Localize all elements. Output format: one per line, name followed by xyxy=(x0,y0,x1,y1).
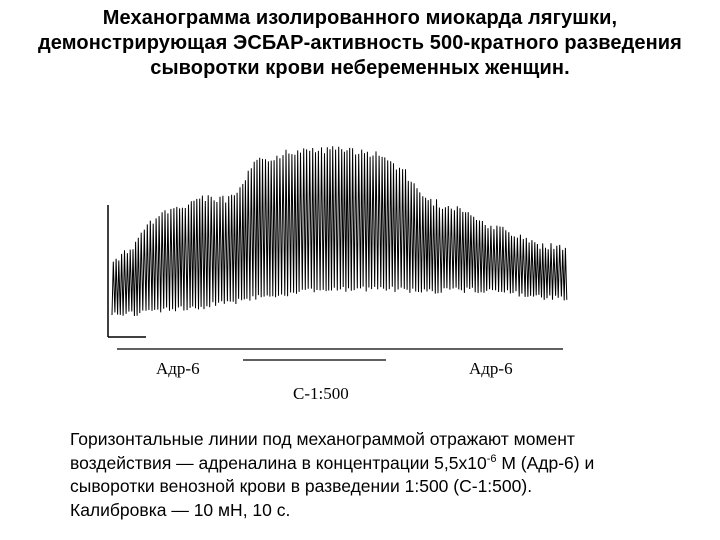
marker-label-serum: С-1:500 xyxy=(293,384,349,403)
caption-line-2: воздействия — адреналина в концентрации … xyxy=(70,452,700,476)
caption-line-2-end: М (Адр-6) и xyxy=(496,452,595,473)
slide-title: Механограмма изолированного миокарда ляг… xyxy=(38,7,682,79)
marker-label-adr-right: Адр-6 xyxy=(469,359,513,378)
mechanogram-trace xyxy=(111,146,568,317)
caption-line-3: сыворотки венозной крови в разведении 1:… xyxy=(70,476,533,496)
mechanogram-figure: Адр-6 С-1:500 Адр-6 xyxy=(107,146,568,403)
figure-caption: Горизонтальные линии под механограммой о… xyxy=(70,428,700,522)
caption-line-4: Калибровка — 10 мН, 10 с. xyxy=(70,499,291,520)
caption-line-2-text: воздействия — адреналина в концентрации … xyxy=(70,452,487,473)
marker-label-adr-left: Адр-6 xyxy=(156,359,200,378)
trace-path xyxy=(111,146,568,317)
caption-line-1: Горизонтальные линии под механограммой о… xyxy=(70,429,575,449)
caption-exponent: -6 xyxy=(486,452,497,465)
